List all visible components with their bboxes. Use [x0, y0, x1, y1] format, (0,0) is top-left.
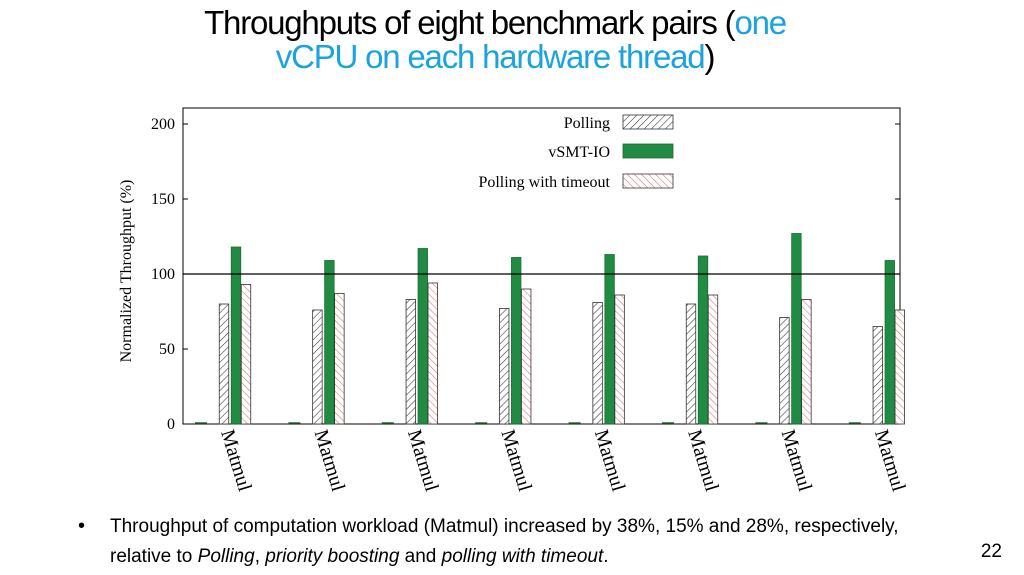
x-tick-label: Matmul — [310, 427, 350, 494]
bar-vsmt-io — [230, 246, 242, 425]
x-tick-label: Matmul — [216, 427, 256, 494]
y-tick-label: 50 — [159, 341, 175, 358]
bar-polling-with-timeout — [707, 294, 719, 425]
bar-polling — [779, 317, 790, 425]
legend-swatch — [622, 173, 674, 189]
throughput-bar-chart: 0 50 100 150 200 Normalized Throughput (%) Mat… — [118, 107, 910, 494]
title-text-start: Throughputs of eight benchmark pairs ( — [204, 4, 736, 41]
legend-label: Polling — [564, 115, 610, 132]
x-tick-label: Matmul — [403, 427, 443, 494]
bar-vsmt-io — [697, 255, 709, 425]
y-axis-label: Normalized Throughput (%) — [118, 180, 135, 363]
x-tick-label: Matmul — [496, 427, 536, 494]
bar-polling-with-timeout — [894, 309, 905, 425]
x-tick-label: Matmul — [683, 427, 723, 494]
bar-vsmt-io — [791, 233, 802, 425]
bar-polling — [685, 303, 697, 425]
bar-vsmt-io — [604, 254, 615, 425]
bar-polling-with-timeout — [614, 294, 625, 425]
bullet-text-part: and — [399, 546, 442, 567]
bar-vsmt-io — [884, 260, 895, 425]
slide-title: Throughputs of eight benchmark pairs (on… — [190, 6, 800, 74]
y-tick-label: 0 — [167, 416, 175, 433]
bullet-dot-icon: • — [78, 515, 86, 537]
bullet-point: • Throughput of computation workload (Ma… — [78, 512, 962, 572]
plot-frame — [182, 107, 901, 425]
bar-vsmt-io — [324, 260, 335, 425]
slide-number: 22 — [980, 541, 1002, 562]
x-tick-label: Matmul — [590, 427, 630, 494]
bar-polling — [312, 309, 323, 425]
bar-polling — [872, 326, 883, 425]
y-tick-label: 200 — [151, 116, 175, 133]
title-text-accent: one vCPU on each hardware thread — [275, 4, 787, 75]
bar-vsmt-io — [511, 257, 522, 425]
title-text-end: ) — [704, 38, 715, 75]
legend-swatch — [622, 143, 674, 159]
legend-label: Polling with timeout — [478, 174, 610, 191]
x-tick-label: Matmul — [777, 427, 817, 494]
y-tick-label: 100 — [151, 266, 175, 283]
bullet-text-part: , — [254, 546, 266, 567]
bar-polling-with-timeout — [334, 293, 345, 425]
bar-polling-with-timeout — [240, 284, 252, 425]
bullet-emphasis-priority-boosting: priority boosting — [265, 546, 400, 567]
bar-polling-with-timeout — [521, 288, 532, 425]
y-tick-label: 150 — [151, 191, 175, 208]
bullet-emphasis-polling-with-timeout: polling with timeout — [441, 546, 604, 567]
legend-label: vSMT-IO — [548, 144, 610, 161]
bar-polling — [499, 308, 510, 425]
bullet-emphasis-polling: Polling — [197, 546, 255, 567]
bullet-text: Throughput of computation workload (Matm… — [110, 512, 962, 572]
x-tick-label: Matmul — [870, 427, 910, 494]
bar-polling-with-timeout — [427, 282, 438, 425]
bar-vsmt-io — [417, 248, 428, 425]
bullet-text-part: . — [603, 546, 609, 567]
bar-polling — [405, 299, 416, 425]
bar-polling — [218, 303, 230, 425]
bar-polling — [592, 302, 603, 425]
bullet-text-part: Throughput of computation workload (Matm… — [110, 516, 899, 567]
bar-polling-with-timeout — [801, 299, 812, 425]
legend-swatch — [622, 114, 674, 130]
